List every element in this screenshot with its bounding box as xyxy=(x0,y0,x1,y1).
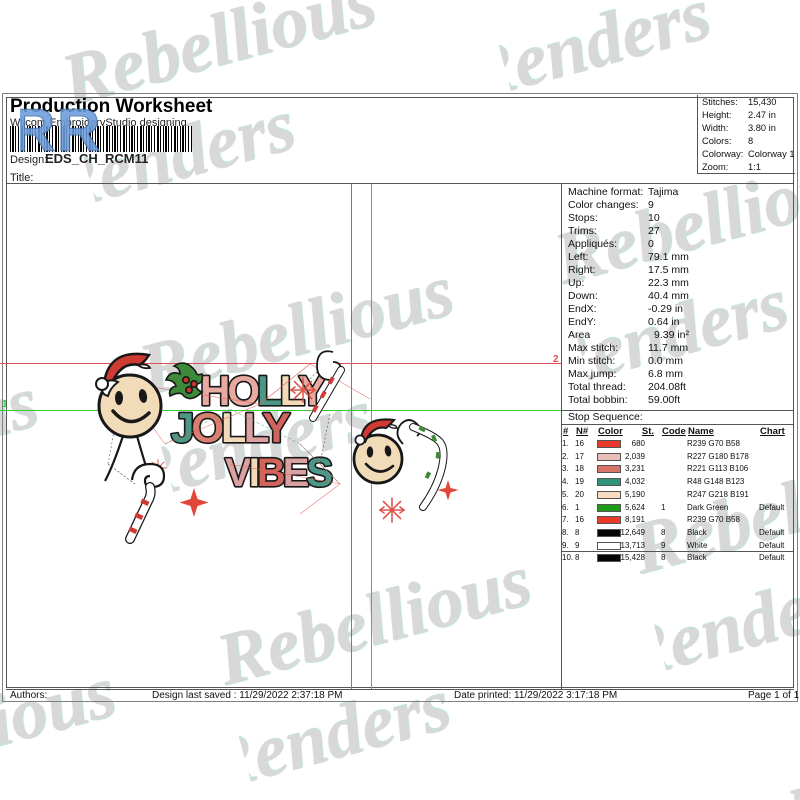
svg-text:R: R xyxy=(20,104,55,162)
svg-text:JOLLY: JOLLY xyxy=(171,404,291,451)
svg-text:R: R xyxy=(57,104,100,162)
